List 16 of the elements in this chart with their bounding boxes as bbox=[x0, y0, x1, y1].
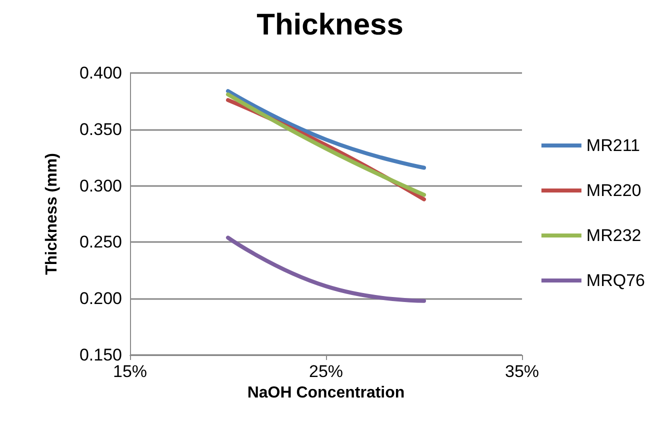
x-tick-label: 15% bbox=[112, 362, 148, 381]
y-tick-label: 0.250 bbox=[79, 232, 122, 252]
legend-label: MR220 bbox=[586, 181, 642, 200]
y-tick-label: 0.300 bbox=[79, 176, 122, 196]
y-tick-label: 0.200 bbox=[79, 289, 122, 308]
y-tick-label: 0.400 bbox=[79, 64, 122, 82]
legend-label: MR232 bbox=[586, 226, 642, 245]
y-axis-title: Thickness (mm) bbox=[44, 153, 60, 275]
legend-label: MRQ76 bbox=[586, 271, 646, 290]
x-tick-label: 35% bbox=[504, 362, 540, 381]
x-axis-title: NaOH Concentration bbox=[247, 384, 405, 402]
legend-label: MR211 bbox=[586, 136, 640, 155]
x-tick-label: 25% bbox=[308, 362, 344, 381]
chart-title: Thickness bbox=[256, 8, 404, 42]
y-tick-label: 0.350 bbox=[79, 120, 122, 139]
y-tick-label: 0.150 bbox=[79, 346, 122, 364]
